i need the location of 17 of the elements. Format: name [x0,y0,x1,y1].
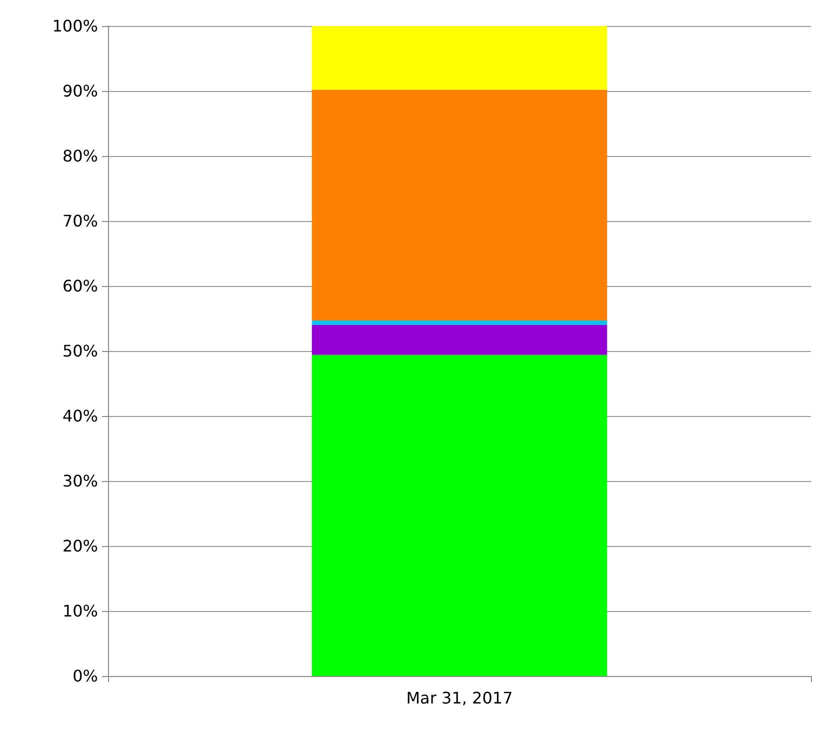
bar [312,90,608,320]
y-tick-label: 40% [62,406,98,426]
y-tick-label: 20% [62,536,98,556]
y-tick-label: 80% [62,146,98,166]
y-tick-label: 60% [62,276,98,296]
y-tick-label: 0% [72,666,98,686]
y-tick-label: 100% [52,16,98,36]
y-tick-label: 90% [62,82,98,100]
y-tick-label: 30% [62,472,98,490]
x-tick-label: Mar 31, 2017 [406,688,513,708]
bar [312,325,608,355]
y-tick-label: 10% [62,602,98,620]
y-tick-label: 70% [62,212,98,230]
y-tick-label: 50% [62,342,98,360]
bar [312,354,608,676]
bar [312,26,608,90]
bar [312,320,608,325]
